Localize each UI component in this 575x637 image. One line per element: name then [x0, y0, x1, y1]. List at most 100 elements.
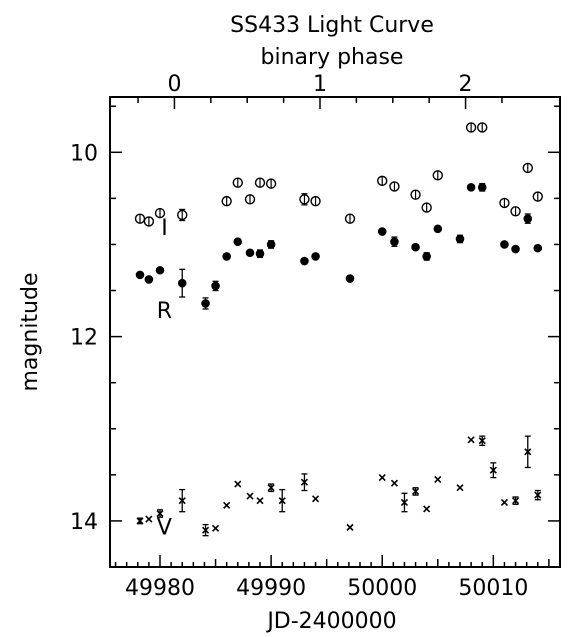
data-point-r	[201, 299, 210, 308]
data-point-i	[532, 191, 543, 202]
marker-x	[278, 497, 286, 505]
data-point-i	[421, 202, 432, 213]
marker-x	[390, 479, 399, 487]
marker-dot	[211, 281, 220, 291]
marker-dot	[433, 224, 443, 234]
marker-x	[378, 474, 386, 482]
top-tick-label: 1	[313, 72, 327, 97]
data-point-v	[156, 509, 164, 518]
x-axis-label: JD-2400000	[265, 609, 396, 634]
marker-x	[478, 437, 486, 445]
marker-x	[136, 517, 144, 525]
data-point-v	[524, 448, 532, 456]
data-point-r	[411, 242, 420, 252]
data-point-v	[211, 524, 220, 532]
marker-x	[434, 475, 442, 484]
data-point-v	[434, 475, 442, 484]
data-point-i	[244, 194, 256, 205]
data-point-v	[201, 526, 210, 534]
marker-dot	[222, 252, 231, 261]
data-point-i	[265, 178, 277, 189]
data-point-r	[500, 240, 509, 249]
top-tick-label: 0	[167, 72, 181, 97]
x-tick-label: 49980	[125, 576, 195, 601]
marker-x	[145, 515, 153, 523]
data-point-v	[489, 466, 497, 474]
data-point-r	[511, 244, 520, 254]
marker-dot	[422, 252, 431, 261]
marker-dot	[300, 256, 309, 266]
top-tick-label: 2	[459, 72, 473, 97]
marker-dot	[345, 274, 355, 283]
data-point-r	[155, 265, 165, 275]
data-point-r	[233, 237, 243, 246]
marker-dot	[155, 265, 165, 275]
data-point-v	[390, 479, 399, 487]
marker-dot	[523, 214, 533, 223]
marker-x	[346, 523, 354, 531]
marker-x	[256, 497, 264, 505]
data-point-r	[455, 234, 465, 244]
marker-dot	[377, 227, 387, 236]
data-point-v	[346, 523, 354, 531]
marker-dot	[311, 252, 320, 261]
top-axis-label: binary phase	[261, 45, 404, 70]
data-point-v	[378, 474, 386, 482]
data-point-r	[144, 275, 154, 284]
data-point-v	[223, 501, 231, 509]
data-point-v	[234, 480, 242, 488]
marker-dot	[511, 244, 520, 254]
data-point-v	[534, 491, 542, 499]
data-point-r	[211, 281, 220, 291]
chart-title: SS433 Light Curve	[230, 13, 434, 38]
data-point-r	[377, 227, 387, 236]
band-label: I	[161, 216, 168, 241]
marker-x	[534, 491, 542, 499]
marker-x	[467, 436, 475, 444]
marker-x	[246, 492, 254, 500]
data-point-r	[222, 252, 231, 261]
data-point-i	[410, 189, 421, 200]
data-point-i	[310, 195, 321, 207]
data-point-i	[510, 206, 521, 217]
data-point-v	[278, 497, 286, 505]
marker-dot	[390, 237, 399, 246]
marker-x	[234, 480, 242, 488]
data-point-i	[254, 177, 266, 188]
marker-dot	[233, 237, 243, 246]
marker-dot	[177, 278, 187, 288]
band-label: V	[157, 516, 172, 541]
marker-dot	[201, 299, 210, 308]
marker-x	[156, 509, 164, 518]
data-point-v	[267, 484, 275, 492]
data-point-v	[256, 497, 264, 505]
marker-dot	[245, 248, 255, 258]
data-point-i	[143, 216, 155, 227]
marker-x	[456, 484, 464, 492]
data-point-r	[266, 240, 276, 249]
marker-dot	[266, 240, 276, 249]
data-point-v	[136, 517, 144, 525]
data-point-i	[221, 195, 232, 207]
data-point-v	[423, 505, 431, 513]
marker-x	[267, 484, 275, 492]
data-point-r	[177, 278, 187, 288]
data-point-i	[344, 213, 356, 224]
data-point-r	[255, 249, 265, 258]
data-point-v	[178, 497, 186, 505]
axis-ticks	[110, 97, 560, 568]
marker-dot	[477, 183, 487, 192]
marker-dot	[500, 240, 509, 249]
data-point-i	[465, 122, 477, 133]
marker-dot	[144, 275, 154, 284]
data-point-r	[533, 243, 543, 253]
data-points	[134, 122, 543, 537]
x-tick-label: 50010	[458, 576, 528, 601]
data-point-i	[377, 175, 388, 187]
data-point-v	[456, 484, 464, 492]
data-point-i	[177, 209, 188, 221]
data-point-v	[500, 498, 509, 507]
data-point-r	[433, 224, 443, 234]
marker-x	[211, 524, 220, 532]
